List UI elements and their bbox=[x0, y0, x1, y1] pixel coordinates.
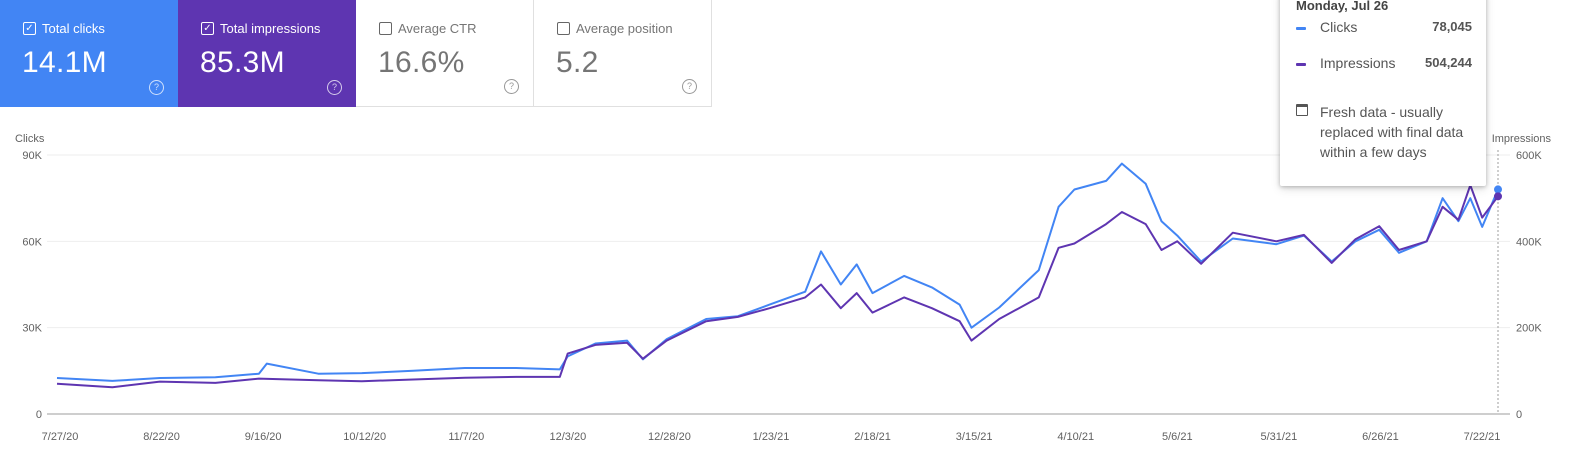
metric-card-header: Average CTR bbox=[379, 21, 477, 36]
help-icon[interactable]: ? bbox=[504, 79, 519, 94]
x-tick-label: 2/18/21 bbox=[854, 431, 891, 443]
left-tick-label: 60K bbox=[22, 236, 42, 248]
metric-card-header: ✓ Total clicks bbox=[23, 21, 105, 36]
metric-value: 14.1M bbox=[22, 46, 107, 79]
metric-value: 85.3M bbox=[200, 46, 285, 79]
right-axis-title: Impressions bbox=[1492, 133, 1552, 145]
right-tick-label: 400K bbox=[1516, 236, 1542, 248]
help-icon[interactable]: ? bbox=[327, 80, 342, 95]
x-tick-label: 6/26/21 bbox=[1362, 431, 1399, 443]
metric-card-total-clicks[interactable]: ✓ Total clicks 14.1M ? bbox=[0, 0, 178, 107]
chart-tooltip: Monday, Jul 26 Clicks 78,045 Impressions… bbox=[1280, 0, 1486, 186]
metric-label: Total impressions bbox=[220, 21, 321, 36]
metric-value: 5.2 bbox=[556, 46, 599, 79]
right-tick-label: 0 bbox=[1516, 409, 1522, 421]
x-tick-label: 12/3/20 bbox=[550, 431, 587, 443]
metric-value: 16.6% bbox=[378, 46, 465, 79]
x-tick-label: 5/6/21 bbox=[1162, 431, 1193, 443]
metric-label: Average CTR bbox=[398, 21, 477, 36]
x-tick-label: 9/16/20 bbox=[245, 431, 282, 443]
data-point-clicks bbox=[1494, 185, 1502, 194]
left-axis-title: Clicks bbox=[15, 133, 45, 145]
x-tick-label: 5/31/21 bbox=[1261, 431, 1298, 443]
metric-card-total-impressions[interactable]: ✓ Total impressions 85.3M ? bbox=[178, 0, 356, 107]
metric-card-average-position[interactable]: Average position 5.2 ? bbox=[534, 0, 712, 107]
x-tick-label: 10/12/20 bbox=[343, 431, 386, 443]
x-tick-label: 7/22/21 bbox=[1464, 431, 1501, 443]
x-tick-label: 1/23/21 bbox=[753, 431, 790, 443]
tooltip-row-label: Impressions bbox=[1320, 55, 1396, 71]
series-line-impressions bbox=[56, 184, 1499, 389]
impressions-swatch-icon bbox=[1296, 63, 1306, 66]
right-tick-label: 200K bbox=[1516, 323, 1542, 335]
x-tick-label: 4/10/21 bbox=[1057, 431, 1094, 443]
series-line-clicks bbox=[56, 162, 1499, 382]
metric-cards: ✓ Total clicks 14.1M ? ✓ Total impressio… bbox=[0, 0, 712, 107]
data-point-impressions bbox=[1494, 192, 1502, 201]
x-tick-label: 11/7/20 bbox=[448, 431, 484, 443]
x-tick-label: 8/22/20 bbox=[143, 431, 180, 443]
left-tick-label: 30K bbox=[22, 323, 42, 335]
checkbox-checked-icon[interactable]: ✓ bbox=[23, 22, 36, 35]
tooltip-row-value: 78,045 bbox=[1432, 19, 1472, 34]
metric-label: Total clicks bbox=[42, 21, 105, 36]
tooltip-fresh-note: Fresh data - usually replaced with final… bbox=[1296, 102, 1472, 162]
checkbox-unchecked-icon[interactable] bbox=[557, 22, 570, 35]
tooltip-note-text: Fresh data - usually replaced with final… bbox=[1320, 104, 1464, 160]
clicks-swatch-icon bbox=[1296, 27, 1306, 30]
checkbox-unchecked-icon[interactable] bbox=[379, 22, 392, 35]
metric-card-header: ✓ Total impressions bbox=[201, 21, 320, 36]
tooltip-row-value: 504,244 bbox=[1425, 55, 1472, 70]
x-tick-label: 12/28/20 bbox=[648, 431, 691, 443]
tooltip-date: Monday, Jul 26 bbox=[1296, 0, 1389, 13]
left-tick-label: 0 bbox=[36, 409, 42, 421]
left-tick-label: 90K bbox=[22, 150, 42, 162]
help-icon[interactable]: ? bbox=[682, 79, 697, 94]
metric-label: Average position bbox=[576, 21, 673, 36]
help-icon[interactable]: ? bbox=[149, 80, 164, 95]
x-tick-label: 3/15/21 bbox=[956, 431, 993, 443]
calendar-icon bbox=[1296, 104, 1308, 116]
x-tick-label: 7/27/20 bbox=[42, 431, 79, 443]
tooltip-row-label: Clicks bbox=[1320, 19, 1358, 35]
metric-card-average-ctr[interactable]: Average CTR 16.6% ? bbox=[356, 0, 534, 107]
metric-card-header: Average position bbox=[557, 21, 673, 36]
tooltip-row-clicks: Clicks 78,045 bbox=[1296, 19, 1472, 39]
checkbox-checked-icon[interactable]: ✓ bbox=[201, 22, 214, 35]
right-tick-label: 600K bbox=[1516, 150, 1542, 162]
tooltip-row-impressions: Impressions 504,244 bbox=[1296, 55, 1472, 75]
